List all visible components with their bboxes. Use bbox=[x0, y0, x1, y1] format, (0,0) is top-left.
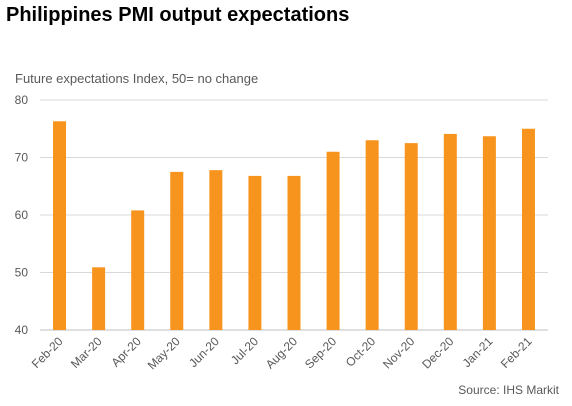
chart-title: Philippines PMI output expectations bbox=[6, 4, 350, 26]
bar bbox=[287, 175, 301, 330]
y-tick-label: 50 bbox=[15, 266, 29, 280]
x-tick-label: Apr-20 bbox=[108, 334, 144, 370]
x-tick-label: Aug-20 bbox=[263, 334, 300, 371]
bar bbox=[53, 121, 67, 331]
x-tick-label: Feb-20 bbox=[29, 334, 66, 371]
x-tick-label: Nov-20 bbox=[380, 334, 417, 371]
x-tick-label: May-20 bbox=[145, 334, 183, 372]
x-tick-label: Jan-21 bbox=[460, 334, 496, 370]
y-tick-label: 80 bbox=[15, 93, 29, 107]
bar bbox=[521, 128, 535, 330]
y-tick-label: 40 bbox=[15, 323, 29, 337]
source-note: Source: IHS Markit bbox=[458, 383, 559, 397]
x-tick-label: Feb-21 bbox=[498, 334, 535, 371]
chart-subtitle: Future expectations Index, 50= no change bbox=[15, 71, 259, 86]
bar bbox=[404, 143, 418, 330]
bar bbox=[209, 170, 223, 330]
bar bbox=[131, 210, 145, 330]
bar bbox=[326, 151, 340, 330]
y-tick-label: 70 bbox=[15, 151, 29, 165]
bar bbox=[365, 140, 379, 330]
bar bbox=[482, 136, 496, 330]
y-axis-ticks: 40 50 60 70 80 bbox=[15, 93, 29, 337]
x-tick-label: Jul-20 bbox=[228, 334, 261, 367]
bar bbox=[92, 267, 106, 330]
x-tick-label: Sep-20 bbox=[302, 334, 339, 371]
bar bbox=[248, 175, 262, 330]
x-tick-label: Jun-20 bbox=[186, 334, 222, 370]
bars bbox=[53, 121, 535, 331]
y-tick-label: 60 bbox=[15, 208, 29, 222]
x-tick-label: Dec-20 bbox=[419, 334, 456, 371]
bar bbox=[170, 171, 184, 330]
bar bbox=[443, 133, 457, 330]
x-tick-label: Oct-20 bbox=[343, 334, 379, 370]
x-tick-label: Mar-20 bbox=[68, 334, 105, 371]
x-axis-ticks: Feb-20 Mar-20 Apr-20 May-20 Jun-20 Jul-20 Aug-… bbox=[29, 334, 535, 372]
